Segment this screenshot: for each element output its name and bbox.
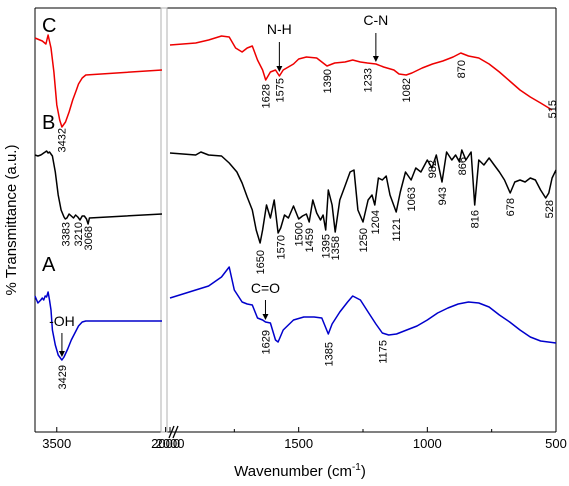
spectra-curves bbox=[34, 34, 557, 361]
peak-label: 678 bbox=[505, 198, 517, 216]
peak-label: 3068 bbox=[83, 226, 95, 250]
curve-label-B: B bbox=[42, 112, 55, 134]
arrow-head bbox=[262, 314, 269, 320]
axis-break-slash bbox=[172, 425, 179, 439]
axis-break-slash bbox=[168, 425, 175, 439]
peak-label: 1250 bbox=[358, 228, 370, 252]
series-B-left-line bbox=[34, 150, 163, 225]
curve-letter-labels: C B A bbox=[42, 15, 56, 276]
peak-label: 1121 bbox=[391, 218, 403, 242]
peak-label: 3432 bbox=[57, 128, 69, 152]
arrow-head bbox=[276, 66, 283, 72]
peak-label: 3429 bbox=[57, 365, 69, 389]
peak-label: 1063 bbox=[406, 187, 418, 211]
peak-label: 1395 bbox=[321, 234, 333, 258]
series-A-left-line bbox=[34, 291, 162, 361]
peak-label: 1570 bbox=[276, 235, 288, 259]
peak-label: 1390 bbox=[322, 69, 334, 93]
series-A-right-line bbox=[169, 266, 557, 344]
peak-label: 982 bbox=[427, 160, 439, 178]
peak-label: 870 bbox=[456, 60, 468, 78]
peak-label: 1385 bbox=[323, 342, 335, 366]
peak-label: 943 bbox=[437, 187, 449, 205]
peak-label: 528 bbox=[544, 200, 556, 218]
arrow-head bbox=[372, 56, 379, 62]
x-axis-title: Wavenumber (cm-1) bbox=[234, 462, 366, 480]
peak-label: 1233 bbox=[362, 68, 374, 92]
x-tick-label: 1000 bbox=[413, 436, 442, 451]
peak-label: 1175 bbox=[377, 340, 389, 364]
x-tick-label: 3500 bbox=[42, 436, 71, 451]
series-C-left-line bbox=[34, 34, 163, 128]
peak-label: 1204 bbox=[370, 210, 382, 234]
peak-label: 816 bbox=[470, 210, 482, 228]
peak-label: 1650 bbox=[255, 250, 267, 274]
peak-label: 1459 bbox=[304, 228, 316, 252]
peak-label: 1629 bbox=[261, 330, 273, 354]
x-tick-label: 2000 bbox=[156, 436, 185, 451]
arrow-label: C-N bbox=[363, 12, 388, 28]
peak-label: 3210 bbox=[73, 222, 85, 246]
series-C-right-line bbox=[169, 35, 553, 111]
peak-label: 1575 bbox=[274, 78, 286, 102]
x-tick-label: 500 bbox=[545, 436, 567, 451]
curve-label-C: C bbox=[42, 15, 56, 37]
functional-group-arrows: N-H C-N C=O -OH bbox=[49, 12, 388, 357]
arrow-label: C=O bbox=[251, 280, 280, 296]
plot-frame bbox=[34, 7, 557, 439]
peak-label: 1358 bbox=[330, 236, 342, 260]
peak-label: 1500 bbox=[294, 222, 306, 246]
arrow-label: N-H bbox=[267, 21, 292, 37]
x-tick-label: 1500 bbox=[284, 436, 313, 451]
peak-label: 515 bbox=[547, 100, 559, 118]
y-axis-title: % Transmittance (a.u.) bbox=[3, 145, 20, 296]
axis-break-band bbox=[160, 7, 168, 433]
arrow-label: -OH bbox=[49, 313, 75, 329]
arrow-head bbox=[58, 351, 65, 357]
x-tick-label: 2000 bbox=[151, 436, 180, 451]
peak-label: 1628 bbox=[261, 84, 273, 108]
peak-label: 866 bbox=[457, 157, 469, 175]
series-B-right-line bbox=[169, 149, 557, 244]
curve-label-A: A bbox=[42, 254, 56, 276]
peak-label: 1082 bbox=[401, 78, 413, 102]
peak-label: 3383 bbox=[60, 222, 72, 246]
